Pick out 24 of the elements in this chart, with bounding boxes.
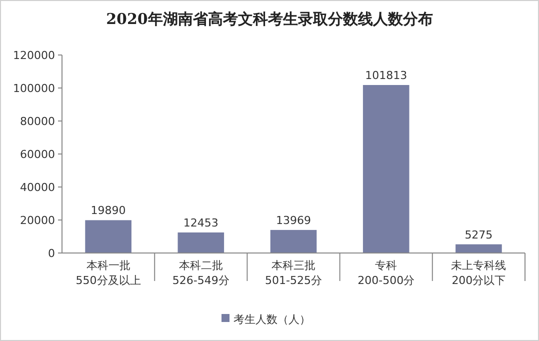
bar — [456, 244, 502, 253]
data-label: 101813 — [365, 69, 408, 82]
bar — [362, 85, 410, 253]
y-tick-label: 120000 — [13, 48, 55, 62]
bar — [270, 230, 317, 253]
data-label: 12453 — [183, 216, 218, 230]
y-tick-label: 40000 — [20, 180, 55, 194]
data-label: 13969 — [276, 214, 311, 227]
x-tick-label: 本科二批 526-549分 — [172, 259, 230, 287]
x-tick-label: 专科 200-500分 — [358, 259, 415, 287]
y-tick-label: 60000 — [20, 148, 55, 161]
bar — [85, 220, 132, 253]
y-tick-label: 80000 — [20, 114, 55, 128]
x-tick-label: 未上专科线 200分以下 — [451, 259, 506, 287]
chart-title: 2020年湖南省高考文科考生录取分数线人数分布 — [106, 10, 433, 28]
data-label: 5275 — [464, 228, 493, 242]
y-tick-label: 100000 — [13, 82, 55, 95]
data-label: 19890 — [90, 204, 126, 218]
x-tick-label: 本科三批 501-525分 — [265, 259, 322, 287]
y-tick-label: 0 — [48, 246, 55, 260]
legend-label: 考生人数（人） — [234, 312, 310, 326]
bar — [178, 232, 224, 253]
y-tick-label: 20000 — [20, 214, 55, 227]
x-tick-label: 本科一批 550分及以上 — [76, 259, 141, 287]
